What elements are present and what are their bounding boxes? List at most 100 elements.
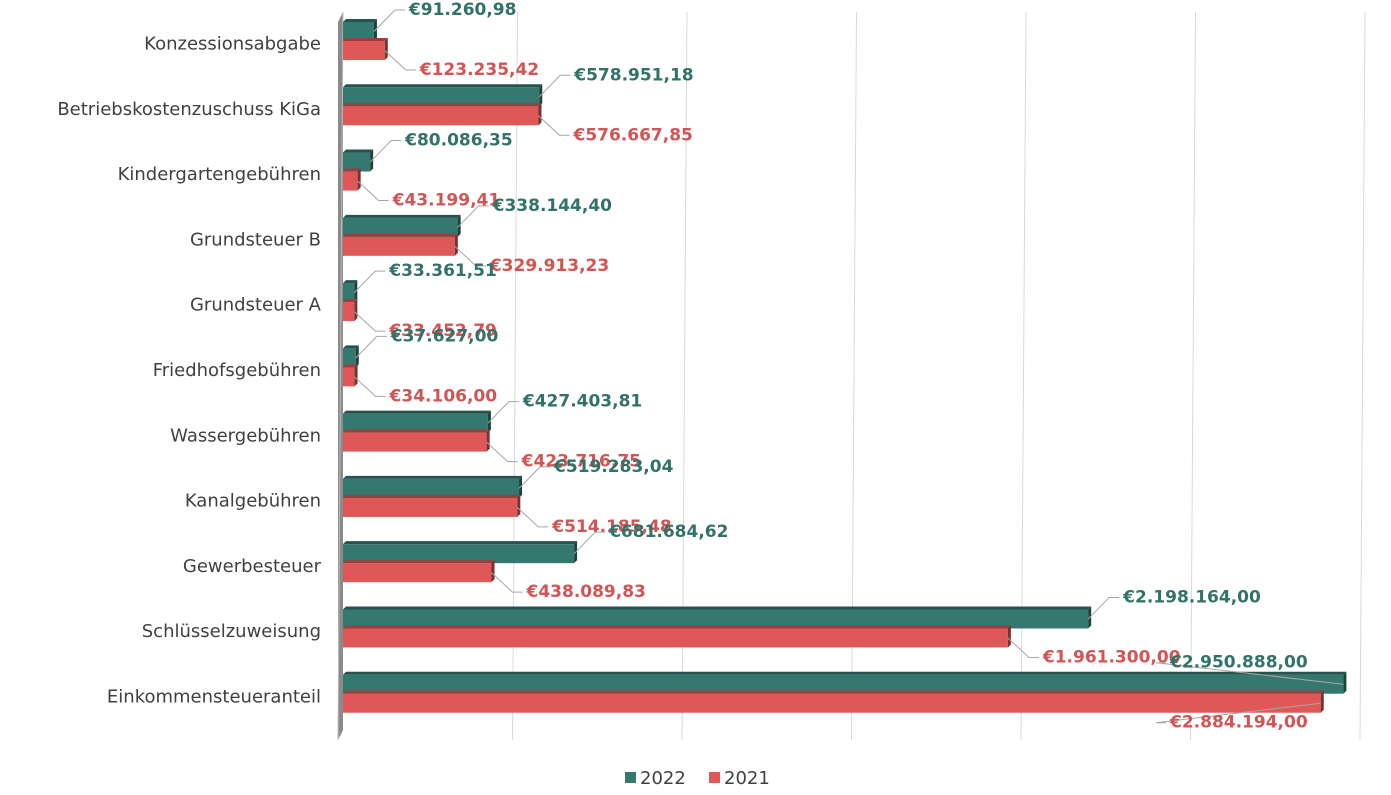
axis-line (337, 11, 344, 741)
bar (343, 497, 518, 517)
leader-line (369, 140, 402, 163)
leader-line (486, 441, 518, 463)
bar-top (343, 475, 523, 479)
data-label: €2.950.888,00 (1169, 653, 1308, 673)
y-tick-label: Einkommensteueranteil (107, 686, 321, 707)
bar-top (343, 84, 543, 88)
bar-top (343, 149, 374, 153)
y-tick-label: Friedhofsgebühren (153, 360, 321, 381)
bar-top (343, 19, 377, 22)
leader-line (384, 50, 416, 71)
y-tick-label: Kindergartengebühren (118, 164, 321, 185)
bar-top (343, 280, 358, 284)
data-label: €34.106,00 (389, 386, 498, 406)
bar (343, 106, 539, 126)
leader-line (353, 270, 386, 293)
bar (343, 693, 1321, 713)
bar-top (343, 671, 1347, 675)
leader-line (357, 180, 389, 202)
bar (343, 348, 356, 368)
bar (343, 413, 488, 433)
y-tick-label: Konzessionsabgabe (144, 34, 321, 55)
bar (343, 432, 487, 452)
bar-end (384, 38, 388, 60)
bar (343, 87, 540, 107)
data-label: €33.452,79 (388, 321, 497, 341)
y-tick-label: Grundsteuer B (190, 229, 321, 250)
y-tick-label: Gewerbesteuer (183, 556, 322, 577)
data-label: €427.403,81 (522, 392, 642, 412)
data-label: €91.260,98 (408, 0, 517, 20)
data-label: €123.235,42 (419, 60, 539, 80)
leader-line (354, 376, 386, 397)
bar (343, 367, 355, 387)
leader-line (518, 466, 551, 489)
bar-end (1343, 671, 1347, 694)
bar (343, 283, 355, 303)
data-label: €576.667,85 (572, 125, 692, 145)
y-tick-label: Wassergebühren (170, 425, 321, 446)
leader-line (1007, 637, 1039, 658)
leader-line (487, 401, 519, 424)
leader-line (573, 531, 606, 555)
bar (343, 41, 385, 60)
bar-top (343, 625, 1011, 629)
bar-top (343, 345, 359, 349)
data-label: €43.199,41 (392, 191, 501, 211)
data-label: €519.283,04 (553, 457, 674, 477)
y-tick-label: Betriebskostenzuschuss KiGa (57, 99, 321, 120)
leader-line (538, 74, 571, 98)
leader-line (1155, 702, 1321, 724)
bar (343, 609, 1089, 629)
leader-line (538, 115, 570, 136)
leader-line (516, 507, 549, 528)
leader-line (457, 205, 489, 228)
bar-top (343, 690, 1324, 694)
leader-line (491, 572, 523, 593)
y-tick-label: Kanalgebühren (185, 491, 321, 512)
bar (343, 302, 355, 322)
grid-line (1190, 11, 1196, 741)
bar-end (357, 168, 361, 191)
bar-end (354, 364, 358, 387)
bar-end (538, 103, 542, 126)
data-label: €423.716,75 (521, 452, 641, 472)
data-label: €681.684,62 (608, 522, 728, 542)
grid-line (1359, 11, 1366, 741)
bar-end (491, 560, 495, 583)
leader-line (1087, 596, 1120, 620)
leader-line (1155, 662, 1344, 685)
bar (343, 563, 492, 583)
data-label: €2.198.164,00 (1122, 587, 1261, 607)
legend-swatch (709, 772, 720, 783)
data-label: €514.185,48 (551, 517, 671, 537)
bar (343, 544, 575, 564)
bar-top (343, 541, 578, 545)
data-label: €338.144,40 (492, 196, 613, 216)
bar-end (517, 494, 521, 517)
legend-swatch (625, 772, 636, 783)
bar-top (343, 214, 461, 218)
bar-top (343, 299, 358, 303)
bar (343, 674, 1344, 694)
bar-end (1320, 690, 1324, 713)
data-label: €80.086,35 (404, 131, 513, 151)
bar (343, 217, 458, 237)
bar (343, 478, 520, 498)
bar-end (486, 429, 490, 452)
bar-top (343, 38, 388, 41)
bar-top (343, 103, 542, 107)
data-label: €33.361,51 (388, 261, 497, 281)
data-label: €37.627,00 (390, 326, 499, 346)
y-tick-label: Grundsteuer A (190, 295, 322, 316)
y-tick-label: Schlüsselzuweisung (142, 621, 321, 642)
leader-line (354, 311, 386, 332)
grid-line (1020, 11, 1027, 741)
bar-top (343, 494, 521, 498)
data-label: €1.961.300,00 (1042, 647, 1181, 667)
bar (343, 628, 1008, 648)
bar-top (343, 429, 490, 433)
bar-end (454, 233, 458, 256)
legend-label: 2022 (640, 768, 686, 789)
